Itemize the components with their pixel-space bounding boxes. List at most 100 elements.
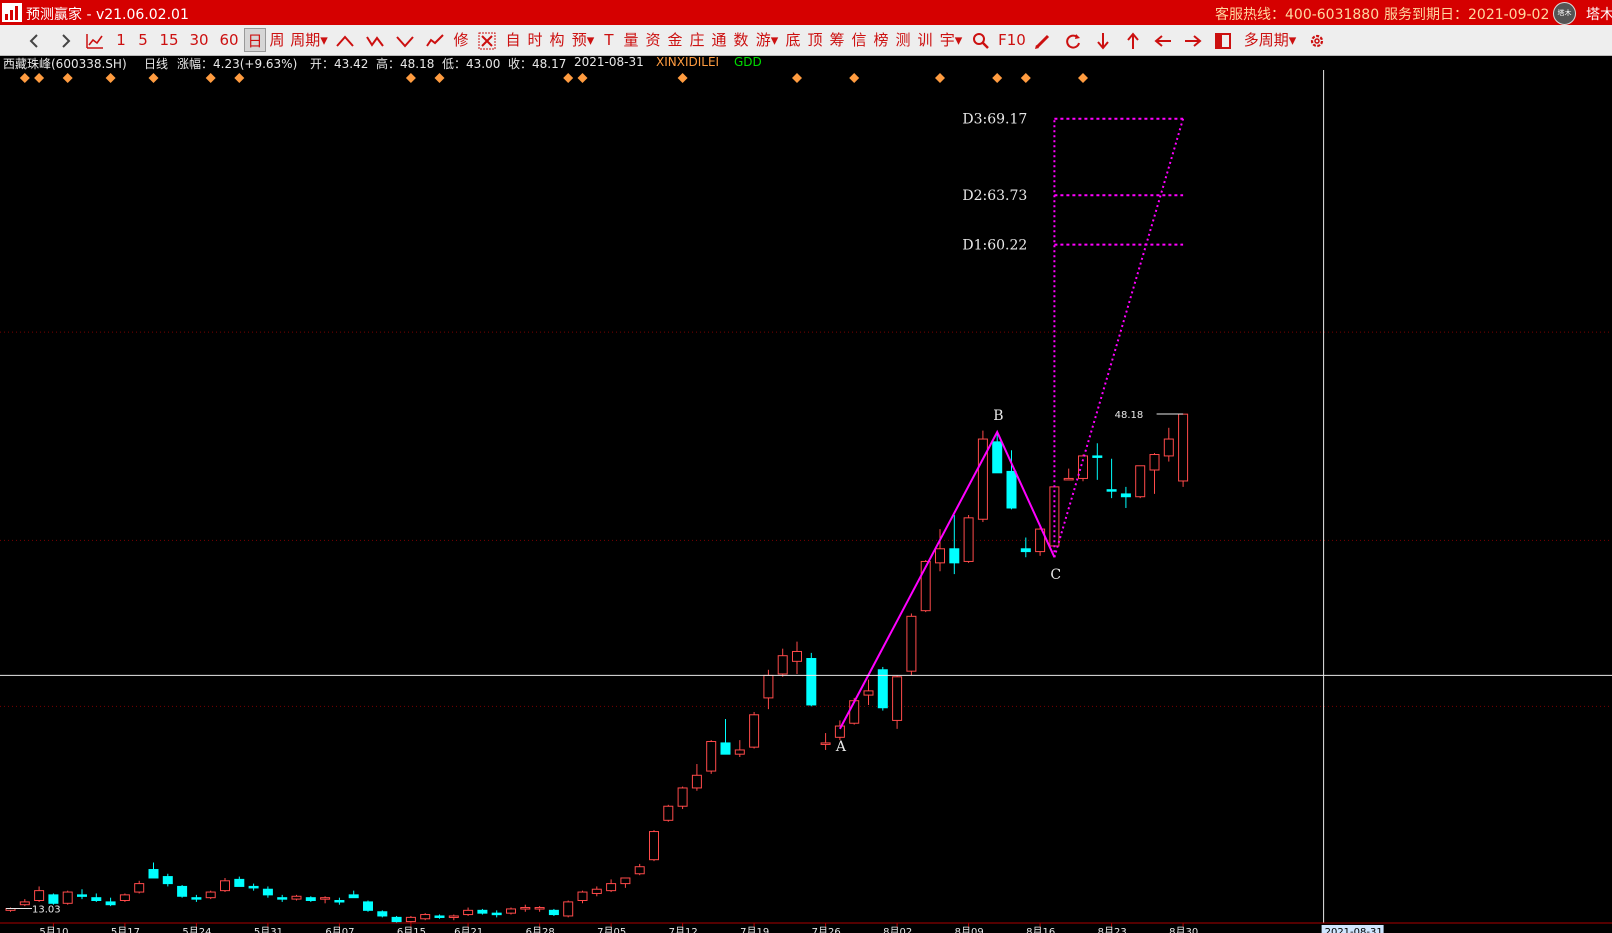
line-chart-button[interactable] <box>80 28 110 52</box>
candle[interactable] <box>191 897 202 900</box>
chevron-right-button[interactable] <box>50 28 80 52</box>
boxed-x-button[interactable] <box>472 28 502 52</box>
user-avatar[interactable]: 塔木 <box>1553 2 1576 25</box>
candle[interactable] <box>863 690 874 696</box>
toolbar-item-17[interactable]: 自 <box>505 31 521 49</box>
candle[interactable] <box>877 669 888 709</box>
toolbar-item-30[interactable]: 顶 <box>807 31 823 49</box>
candle[interactable] <box>1063 477 1074 481</box>
toolbar-item-3[interactable]: 1 <box>116 31 126 49</box>
toolbar-item-5[interactable]: 15 <box>159 31 179 49</box>
candle[interactable] <box>1163 438 1174 457</box>
candle[interactable] <box>134 883 145 893</box>
toolbar-item-7[interactable]: 60 <box>219 31 239 49</box>
indicator-xinxidilei[interactable]: XINXIDILEI <box>656 55 720 69</box>
toolbar-item-29[interactable]: 底 <box>785 31 801 49</box>
peak-line-button[interactable] <box>330 28 360 52</box>
refresh-button[interactable] <box>1058 28 1088 52</box>
toolbar-item-36[interactable]: 宇▾ <box>939 31 963 49</box>
candle[interactable] <box>91 897 102 901</box>
candle[interactable] <box>992 441 1003 474</box>
valley-line-button[interactable] <box>390 28 420 52</box>
candle[interactable] <box>920 560 931 612</box>
candle[interactable] <box>405 916 416 923</box>
chevron-left-button[interactable] <box>20 28 50 52</box>
candle[interactable] <box>734 749 745 755</box>
candle[interactable] <box>1078 455 1088 479</box>
candle[interactable] <box>1006 470 1017 509</box>
candle[interactable] <box>949 548 960 564</box>
zigzag-button[interactable] <box>360 28 390 52</box>
candle[interactable] <box>820 742 831 745</box>
toolbar-item-4[interactable]: 5 <box>138 31 148 49</box>
candle[interactable] <box>792 650 802 662</box>
toolbar-item-34[interactable]: 测 <box>895 31 911 49</box>
toolbar-item-18[interactable]: 时 <box>527 31 543 49</box>
toolbar-item-26[interactable]: 通 <box>711 31 727 49</box>
candle[interactable] <box>1149 454 1160 471</box>
candle[interactable] <box>334 899 345 903</box>
arrow-up-button[interactable] <box>1118 28 1148 52</box>
wave-line-button[interactable] <box>420 28 450 52</box>
candle[interactable] <box>463 909 474 916</box>
candlestick-chart[interactable]: 13.03 48.18 D1:60.22 D2:63.73 D3:69.17 A B C 5月1… <box>0 70 1612 933</box>
candle[interactable] <box>834 725 845 738</box>
candle[interactable] <box>448 915 459 918</box>
candle[interactable] <box>162 876 173 885</box>
candle[interactable] <box>935 548 945 564</box>
panel-button[interactable] <box>1208 28 1238 52</box>
user-name[interactable]: 塔木 <box>1586 7 1612 23</box>
candle[interactable] <box>606 883 617 892</box>
candle[interactable] <box>720 742 731 755</box>
candle[interactable] <box>262 888 273 896</box>
toolbar-item-6[interactable]: 30 <box>189 31 209 49</box>
candle[interactable] <box>849 700 860 724</box>
candle[interactable] <box>1106 489 1117 492</box>
toolbar-item-22[interactable]: 量 <box>623 31 639 49</box>
toolbar-item-9[interactable]: 周 <box>269 31 285 49</box>
candle[interactable] <box>363 901 373 911</box>
candle[interactable] <box>706 741 717 772</box>
toolbar-item-8[interactable]: 日 <box>244 28 266 52</box>
candle[interactable] <box>391 916 402 923</box>
candle[interactable] <box>348 894 359 899</box>
candle[interactable] <box>1035 528 1046 553</box>
candle[interactable] <box>591 888 602 894</box>
candle[interactable] <box>34 890 45 901</box>
toolbar-item-32[interactable]: 信 <box>851 31 867 49</box>
candle[interactable] <box>105 901 116 906</box>
arrow-left-button[interactable] <box>1148 28 1178 52</box>
candle[interactable] <box>148 869 159 879</box>
candle[interactable] <box>892 676 903 721</box>
candle[interactable] <box>906 615 917 672</box>
candle[interactable] <box>291 895 302 900</box>
arrow-down-button[interactable] <box>1088 28 1118 52</box>
indicator-gdd[interactable]: GDD <box>734 55 762 69</box>
candle[interactable] <box>248 885 259 889</box>
candle[interactable] <box>663 805 674 821</box>
toolbar-item-35[interactable]: 训 <box>917 31 933 49</box>
toolbar-item-38[interactable]: F10 <box>998 31 1026 49</box>
candle[interactable] <box>1020 548 1031 553</box>
candle[interactable] <box>377 911 388 917</box>
candle[interactable] <box>749 714 760 748</box>
candle[interactable] <box>77 894 87 897</box>
candle[interactable] <box>320 897 331 900</box>
candle[interactable] <box>534 907 545 910</box>
candle[interactable] <box>62 891 73 904</box>
candle[interactable] <box>806 658 817 706</box>
candle[interactable] <box>19 901 30 906</box>
candle[interactable] <box>520 907 531 910</box>
candle[interactable] <box>649 831 659 861</box>
toolbar-item-24[interactable]: 金 <box>667 31 683 49</box>
toolbar-item-28[interactable]: 游▾ <box>755 31 779 49</box>
candle[interactable] <box>677 787 688 807</box>
toolbar-item-10[interactable]: 周期▾ <box>290 31 328 49</box>
toolbar-item-33[interactable]: 榜 <box>873 31 889 49</box>
candle[interactable] <box>177 885 188 897</box>
toolbar-item-15[interactable]: 修 <box>453 31 469 49</box>
candle[interactable] <box>234 878 245 887</box>
toolbar-item-31[interactable]: 筹 <box>829 31 845 49</box>
candle[interactable] <box>691 774 702 789</box>
candle[interactable] <box>620 877 631 885</box>
